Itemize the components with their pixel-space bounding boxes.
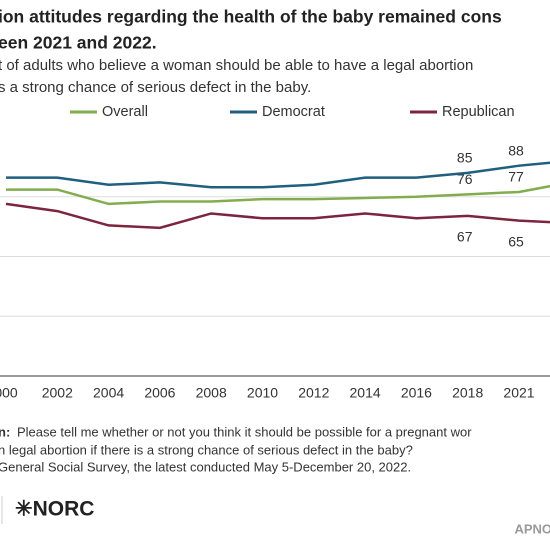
logo: ✳NORC [15,498,94,521]
data-label: 88 [508,142,524,158]
data-label: 77 [508,169,524,185]
x-tick-label: 2021 [503,385,534,401]
chart-title: ion attitudes regarding the health of th… [0,7,502,27]
note: n legal abortion if there is a strong ch… [0,442,413,457]
x-tick-label: 2002 [42,385,73,401]
x-tick-label: 2014 [350,385,381,401]
credit: APNO [514,521,550,536]
chart-subtitle: s a strong chance of serious defect in t… [0,79,311,96]
x-tick-label: 2004 [93,385,124,401]
legend-label: Overall [102,104,148,120]
data-label: 76 [457,171,473,187]
x-tick-label: 2008 [196,385,227,401]
note: Please tell me whether or not you think … [17,424,472,439]
data-label: 65 [508,233,524,249]
x-tick-label: 2016 [401,385,432,401]
x-tick-label: 2012 [298,385,329,401]
line-0 [6,184,550,206]
source: General Social Survey, the latest conduc… [0,459,411,474]
data-label: 85 [457,150,473,166]
data-label: 67 [457,229,473,245]
x-tick-label: 2010 [247,385,278,401]
chart-subtitle: t of adults who believe a woman should b… [0,57,473,74]
x-tick-label: 000 [0,385,18,401]
note-label: n: [0,424,10,439]
chart-title: een 2021 and 2022. [0,33,157,53]
x-tick-label: 2018 [452,385,483,401]
legend-label: Democrat [262,104,325,120]
legend-label: Republican [442,104,515,120]
line-2 [5,202,550,230]
line-1 [6,161,550,189]
x-tick-label: 2006 [144,385,175,401]
